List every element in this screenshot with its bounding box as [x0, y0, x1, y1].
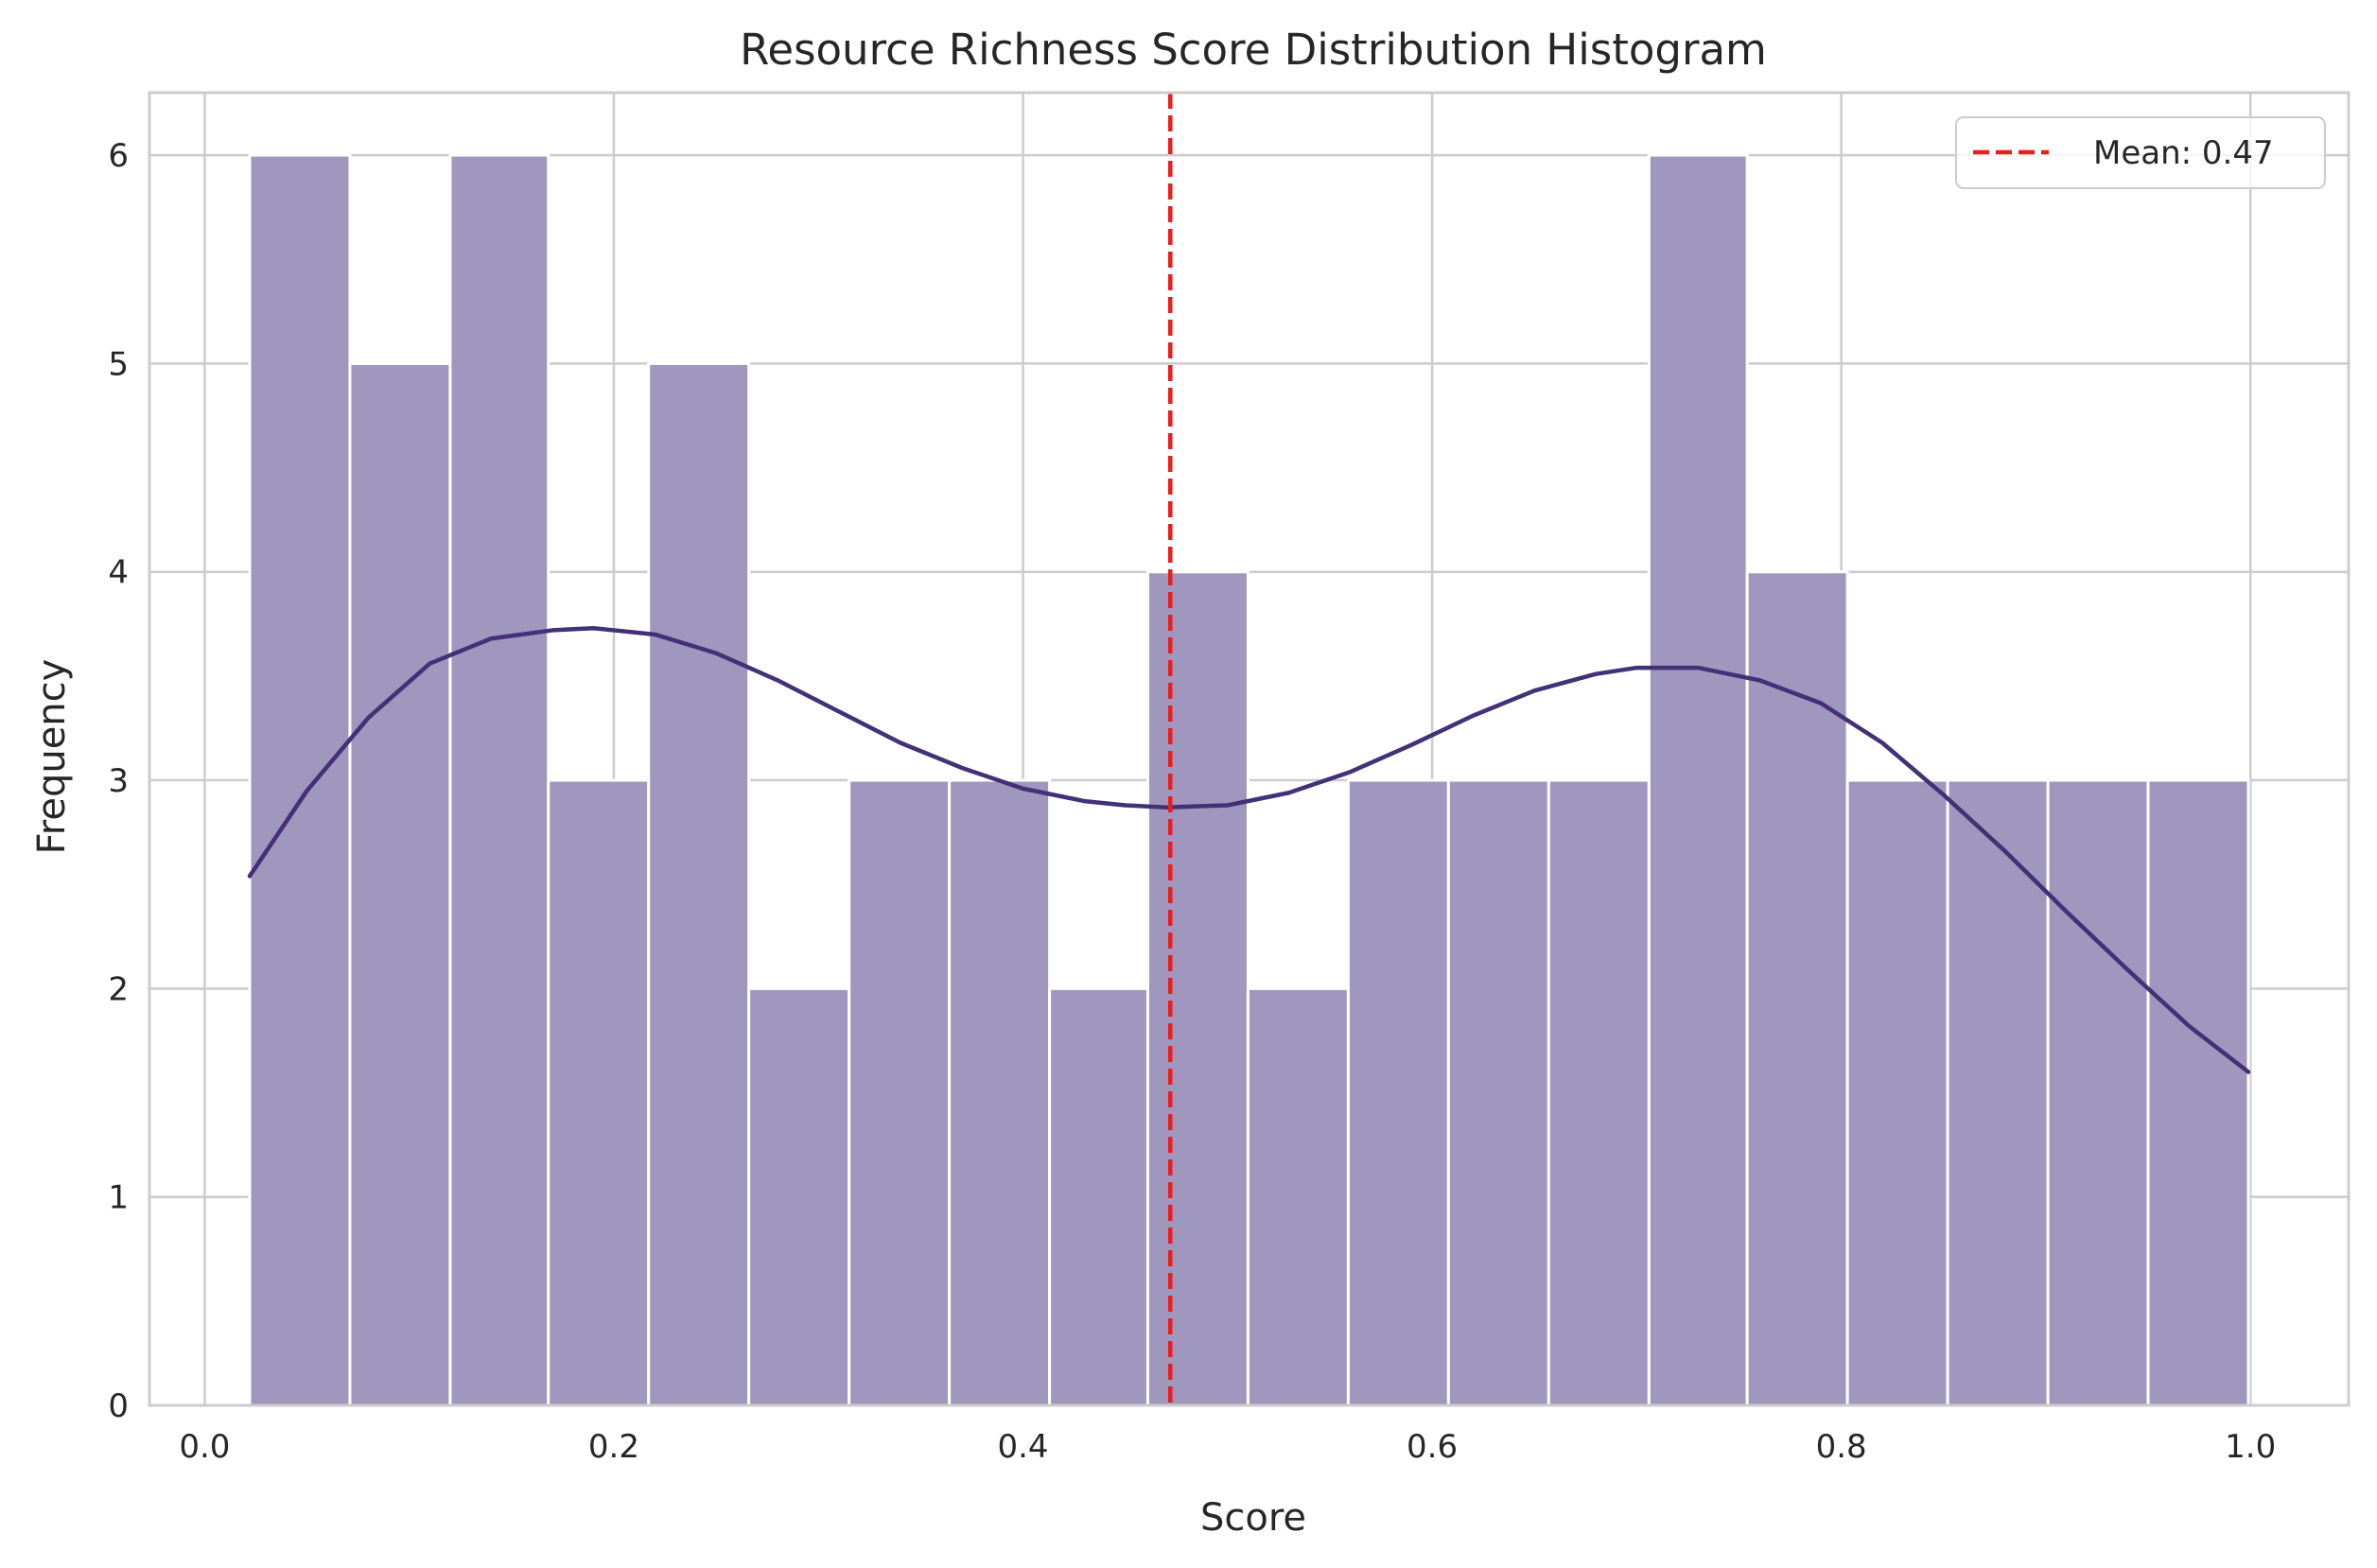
histogram-bar — [1246, 986, 1350, 1407]
histogram-bar — [248, 153, 352, 1407]
y-tick-label: 2 — [108, 970, 129, 1008]
histogram-bar — [1346, 778, 1450, 1407]
histogram-bar — [348, 361, 452, 1407]
y-tick-label: 0 — [108, 1387, 129, 1425]
histogram-bar — [1145, 570, 1250, 1407]
legend: Mean: 0.47 — [1955, 116, 2326, 189]
kde-curve — [247, 625, 2251, 1074]
histogram-bar — [448, 153, 551, 1407]
histogram-bar — [2046, 778, 2150, 1407]
histogram-bar — [1946, 778, 2050, 1407]
y-tick-label: 5 — [108, 345, 129, 383]
histogram-bar — [948, 778, 1052, 1407]
histogram-bar — [1446, 778, 1550, 1407]
x-tick-label: 0.4 — [997, 1428, 1048, 1466]
y-tick-label: 3 — [108, 762, 129, 800]
x-tick-labels: 0.0 0.2 0.4 0.6 0.8 1.0 — [179, 1428, 2276, 1466]
histogram-bar — [2146, 778, 2250, 1407]
x-tick-label: 1.0 — [2225, 1428, 2276, 1466]
histogram-bar — [1745, 570, 1849, 1407]
histogram-bar — [747, 986, 851, 1407]
plot-frame — [148, 91, 2351, 1407]
histogram-bars — [248, 153, 2250, 1407]
histogram-bar — [848, 778, 952, 1407]
histogram-bar — [1647, 153, 1749, 1407]
histogram-bar — [547, 778, 651, 1407]
legend-box — [1955, 116, 2326, 189]
histogram-bar — [647, 361, 751, 1407]
y-tick-labels: 0 1 2 3 4 5 6 — [108, 137, 129, 1425]
histogram-bar — [1048, 986, 1149, 1407]
histogram-bar — [1845, 778, 1949, 1407]
y-axis-label: Frequency — [30, 659, 74, 855]
kde-curve-group — [247, 625, 2251, 1074]
x-tick-label: 0.6 — [1407, 1428, 1458, 1466]
y-tick-label: 4 — [108, 554, 129, 592]
chart-title: Resource Richness Score Distribution His… — [740, 25, 1767, 75]
histogram-bar — [1547, 778, 1651, 1407]
y-tick-label: 1 — [108, 1179, 129, 1217]
x-axis-label: Score — [1200, 1496, 1306, 1540]
legend-mean-label: Mean: 0.47 — [2093, 134, 2274, 172]
y-tick-label: 6 — [108, 137, 129, 175]
x-tick-label: 0.2 — [588, 1428, 639, 1466]
x-tick-label: 0.8 — [1816, 1428, 1867, 1466]
x-tick-label: 0.0 — [179, 1428, 230, 1466]
